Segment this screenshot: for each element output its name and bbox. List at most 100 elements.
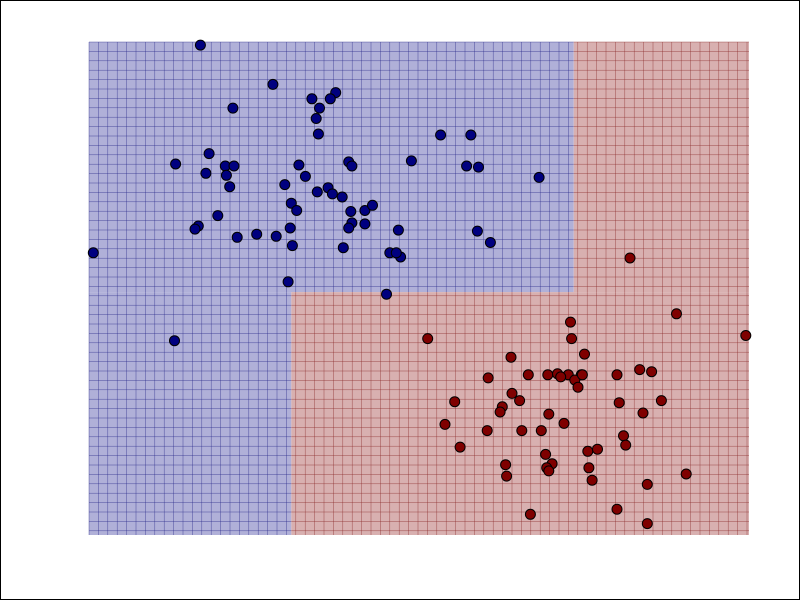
- data-point-class-0: [87, 247, 99, 259]
- data-point-class-1: [439, 418, 451, 430]
- data-point-class-1: [501, 470, 513, 482]
- data-point-class-1: [558, 417, 570, 429]
- decision-region-class-0: [88, 292, 292, 535]
- data-point-class-0: [345, 206, 357, 217]
- data-point-class-0: [367, 199, 378, 211]
- data-point-class-1: [454, 441, 466, 453]
- region-grid: [88, 292, 292, 535]
- data-point-class-0: [200, 167, 212, 179]
- data-point-class-1: [565, 316, 576, 328]
- data-point-class-0: [484, 237, 496, 248]
- data-point-class-1: [524, 508, 536, 520]
- data-point-class-1: [505, 351, 517, 363]
- data-point-class-1: [572, 381, 584, 393]
- decision-region-class-1: [291, 292, 749, 535]
- data-point-class-0: [311, 186, 323, 198]
- data-point-class-0: [310, 113, 322, 124]
- data-point-class-0: [326, 188, 338, 200]
- data-point-class-0: [435, 129, 447, 141]
- data-point-class-0: [533, 171, 545, 183]
- data-point-class-1: [535, 425, 547, 437]
- data-point-class-0: [306, 93, 318, 105]
- data-point-class-1: [611, 369, 623, 381]
- data-point-class-1: [641, 518, 653, 530]
- data-point-class-0: [471, 225, 483, 237]
- data-point-class-1: [641, 478, 653, 490]
- data-point-class-0: [267, 78, 279, 90]
- data-point-class-1: [671, 308, 682, 320]
- data-point-class-0: [284, 222, 296, 234]
- data-point-class-1: [583, 462, 595, 474]
- data-point-class-1: [543, 465, 555, 477]
- data-point-class-1: [506, 387, 518, 399]
- data-point-class-0: [473, 161, 484, 173]
- data-point-class-1: [680, 468, 692, 480]
- data-point-class-0: [314, 102, 325, 114]
- data-point-class-0: [405, 155, 417, 167]
- data-point-class-1: [422, 333, 434, 345]
- data-point-class-1: [579, 348, 590, 360]
- data-point-class-0: [291, 205, 303, 216]
- data-point-class-0: [286, 240, 298, 252]
- data-point-class-0: [381, 288, 392, 300]
- data-point-class-1: [592, 443, 603, 455]
- region-fill: [89, 292, 292, 535]
- data-point-class-0: [279, 179, 291, 191]
- data-point-class-0: [299, 170, 311, 182]
- region-grid: [291, 292, 749, 535]
- data-point-class-1: [566, 333, 578, 345]
- data-point-class-0: [346, 160, 358, 172]
- decision-region-class-0: [88, 41, 574, 293]
- data-point-class-1: [618, 430, 629, 442]
- data-point-class-1: [514, 395, 526, 407]
- data-point-class-0: [220, 169, 232, 181]
- region-fill: [291, 292, 749, 535]
- data-point-class-0: [285, 197, 297, 209]
- data-point-class-0: [203, 148, 215, 160]
- data-point-class-1: [481, 425, 493, 437]
- region-fill: [573, 42, 749, 293]
- data-point-class-1: [646, 366, 658, 378]
- data-point-class-0: [461, 160, 473, 172]
- data-point-class-1: [613, 397, 625, 409]
- data-point-class-0: [228, 160, 240, 172]
- data-point-class-1: [540, 448, 552, 460]
- data-point-class-0: [390, 247, 402, 259]
- region-fill: [89, 42, 574, 293]
- data-point-class-1: [522, 369, 534, 381]
- data-point-class-0: [336, 191, 348, 203]
- data-point-class-1: [655, 395, 667, 407]
- data-point-class-0: [270, 230, 282, 242]
- data-point-class-0: [189, 223, 201, 235]
- data-point-class-1: [482, 372, 494, 384]
- data-point-class-1: [542, 369, 554, 381]
- data-point-class-0: [465, 129, 477, 141]
- data-point-class-1: [582, 445, 594, 457]
- data-point-class-0: [324, 93, 336, 105]
- region-grid: [573, 41, 749, 293]
- data-point-class-0: [227, 102, 239, 114]
- data-point-class-0: [224, 181, 236, 193]
- data-point-class-0: [282, 276, 294, 288]
- data-point-class-1: [449, 396, 461, 408]
- data-point-class-1: [543, 408, 555, 420]
- data-point-class-0: [231, 231, 243, 243]
- data-point-class-0: [392, 224, 404, 236]
- data-point-class-0: [194, 39, 206, 51]
- data-point-class-0: [251, 228, 263, 240]
- data-point-class-1: [494, 406, 506, 418]
- data-point-class-1: [637, 407, 649, 419]
- data-point-class-1: [586, 474, 598, 486]
- series-class-1: [422, 252, 752, 530]
- data-point-class-1: [555, 371, 567, 383]
- data-point-class-1: [516, 425, 528, 437]
- data-point-class-1: [576, 369, 588, 381]
- series-class-0: [87, 39, 545, 347]
- data-point-class-0: [337, 242, 349, 254]
- data-point-class-0: [343, 222, 355, 234]
- decision-region-class-1: [573, 41, 749, 293]
- data-point-class-0: [212, 210, 224, 222]
- data-point-class-0: [359, 218, 371, 230]
- data-point-class-0: [293, 159, 305, 171]
